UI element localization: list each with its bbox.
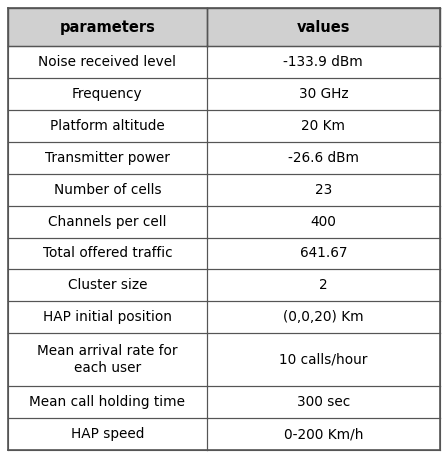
Bar (207, 301, 440, 333)
Bar (8, 8, 207, 46)
Text: Transmitter power: Transmitter power (45, 151, 170, 165)
Bar (207, 238, 440, 269)
Bar (207, 78, 440, 110)
Text: HAP initial position: HAP initial position (43, 310, 172, 324)
Bar (207, 174, 440, 206)
Bar (8, 418, 207, 450)
Bar (207, 142, 440, 174)
Text: 20 Km: 20 Km (302, 119, 345, 133)
Text: Mean call holding time: Mean call holding time (30, 395, 185, 409)
Text: Total offered traffic: Total offered traffic (43, 246, 172, 261)
Text: 23: 23 (315, 183, 332, 196)
Text: Channels per cell: Channels per cell (48, 214, 167, 229)
Text: values: values (297, 20, 350, 35)
Bar (8, 46, 207, 78)
Bar (8, 110, 207, 142)
Bar (207, 46, 440, 78)
Bar (207, 333, 440, 386)
Text: 30 GHz: 30 GHz (298, 87, 348, 101)
Bar (8, 269, 207, 301)
Text: 641.67: 641.67 (300, 246, 347, 261)
Bar (8, 78, 207, 110)
Text: parameters: parameters (60, 20, 155, 35)
Text: -26.6 dBm: -26.6 dBm (288, 151, 359, 165)
Bar (207, 8, 440, 46)
Bar (8, 333, 207, 386)
Bar (8, 206, 207, 238)
Text: -133.9 dBm: -133.9 dBm (284, 55, 363, 69)
Text: Mean arrival rate for
each user: Mean arrival rate for each user (37, 344, 177, 376)
Bar (8, 301, 207, 333)
Bar (207, 386, 440, 418)
Bar (8, 142, 207, 174)
Bar (207, 110, 440, 142)
Text: 0-200 Km/h: 0-200 Km/h (284, 427, 363, 441)
Bar (8, 386, 207, 418)
Text: HAP speed: HAP speed (71, 427, 144, 441)
Bar (207, 206, 440, 238)
Text: 400: 400 (310, 214, 336, 229)
Bar (207, 269, 440, 301)
Text: 2: 2 (319, 278, 327, 292)
Text: Cluster size: Cluster size (68, 278, 147, 292)
Bar (207, 418, 440, 450)
Text: Platform altitude: Platform altitude (50, 119, 165, 133)
Text: Number of cells: Number of cells (54, 183, 161, 196)
Text: Noise received level: Noise received level (39, 55, 177, 69)
Bar (8, 238, 207, 269)
Text: 300 sec: 300 sec (297, 395, 350, 409)
Bar (8, 174, 207, 206)
Text: 10 calls/hour: 10 calls/hour (279, 353, 367, 367)
Text: (0,0,20) Km: (0,0,20) Km (283, 310, 364, 324)
Text: Frequency: Frequency (72, 87, 142, 101)
